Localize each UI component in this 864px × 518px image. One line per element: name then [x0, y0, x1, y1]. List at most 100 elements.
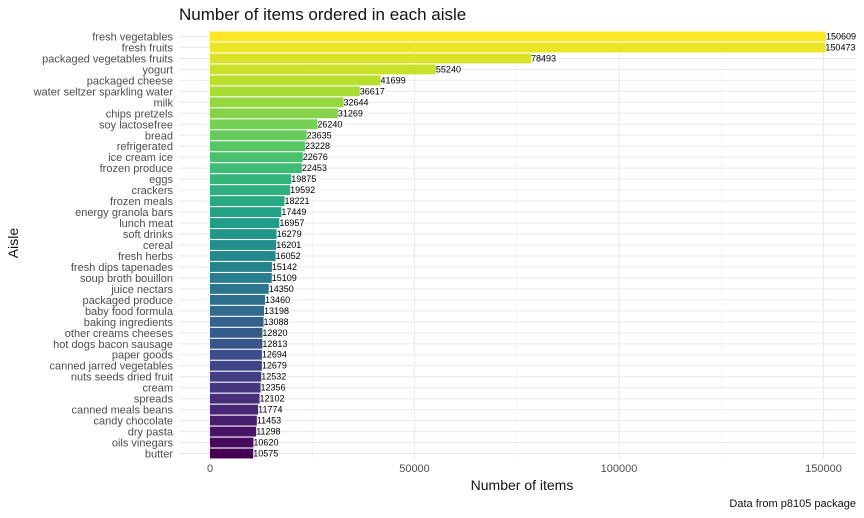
- data-label: 13088: [264, 317, 289, 327]
- bar: [210, 141, 306, 152]
- bar: [210, 251, 276, 261]
- data-label: 23228: [305, 141, 330, 151]
- y-tick-label: paper goods: [112, 350, 174, 362]
- y-tick-label: juice nectars: [110, 284, 173, 296]
- data-label: 32644: [344, 97, 369, 107]
- bar: [210, 163, 302, 174]
- bar: [210, 360, 262, 371]
- y-tick-label: fresh vegetables: [92, 31, 173, 43]
- data-label: 15109: [272, 273, 297, 283]
- y-tick-label: spreads: [134, 394, 174, 406]
- y-tick-label: soft drinks: [123, 229, 174, 241]
- y-tick-label: milk: [153, 97, 173, 109]
- data-label: 10620: [253, 438, 278, 448]
- y-tick-label: fresh herbs: [118, 251, 174, 263]
- data-label: 13198: [264, 306, 289, 316]
- y-tick-label: frozen produce: [100, 163, 173, 175]
- data-label: 15142: [272, 262, 297, 272]
- data-label: 17449: [281, 207, 306, 217]
- bar: [210, 283, 269, 294]
- data-label: 12532: [261, 372, 286, 382]
- bar: [210, 426, 257, 437]
- bar: [210, 305, 264, 316]
- data-label: 19592: [290, 185, 315, 195]
- bar: [210, 75, 381, 86]
- y-tick-label: yogurt: [142, 64, 173, 76]
- data-label: 16052: [276, 251, 301, 261]
- data-label: 12694: [262, 350, 287, 360]
- bar: [210, 53, 532, 64]
- data-label: 12813: [262, 339, 287, 349]
- bar: [210, 42, 826, 53]
- y-tick-label: refrigerated: [117, 141, 173, 153]
- y-tick-label: crackers: [131, 185, 173, 197]
- y-tick-label: canned meals beans: [71, 405, 173, 417]
- bar: [210, 448, 254, 459]
- data-label: 16279: [277, 229, 302, 239]
- data-label: 12102: [259, 394, 284, 404]
- data-label: 12356: [261, 383, 286, 393]
- bar: [210, 437, 254, 448]
- bar: [210, 316, 264, 327]
- data-label: 26240: [317, 119, 342, 129]
- bar: [210, 64, 436, 75]
- y-tick-label: baking ingredients: [84, 317, 174, 329]
- data-label: 13460: [265, 295, 290, 305]
- x-tick-label: 100000: [601, 463, 638, 475]
- data-label: 16201: [276, 240, 301, 250]
- x-tick-label: 50000: [399, 463, 430, 475]
- bar: [210, 415, 257, 426]
- y-tick-label: dry pasta: [128, 427, 174, 439]
- data-label: 150473: [825, 42, 855, 52]
- data-label: 41699: [381, 75, 406, 85]
- y-tick-label: frozen meals: [110, 196, 173, 208]
- y-tick-label: hot dogs bacon sausage: [53, 339, 173, 351]
- bar: [210, 240, 277, 250]
- data-label: 31269: [338, 108, 363, 118]
- bar: [210, 207, 282, 218]
- bar: [210, 218, 280, 228]
- x-axis-label: Number of items: [470, 477, 574, 493]
- data-label: 78493: [531, 53, 556, 63]
- bar: [210, 262, 272, 272]
- bar: [210, 130, 307, 141]
- y-tick-label: packaged vegetables fruits: [42, 53, 173, 65]
- y-tick-label: water seltzer sparkling water: [33, 86, 174, 98]
- y-tick-label: energy granola bars: [75, 207, 173, 219]
- bar: [210, 404, 259, 415]
- bar: [210, 119, 318, 130]
- data-label: 55240: [436, 64, 461, 74]
- data-label: 12679: [262, 361, 287, 371]
- bar: [210, 174, 292, 185]
- bar: [210, 229, 277, 239]
- bar: [210, 185, 291, 196]
- y-tick-label: packaged cheese: [87, 75, 173, 87]
- bar: [210, 97, 344, 108]
- bar: [210, 152, 303, 163]
- y-tick-label: cream: [142, 383, 173, 395]
- bar: [210, 196, 285, 207]
- bar: [210, 349, 262, 360]
- bar: [210, 294, 266, 305]
- y-tick-label: ice cream ice: [108, 152, 173, 164]
- y-tick-label: soy lactosefree: [99, 119, 173, 131]
- y-tick-label: canned jarred vegetables: [49, 361, 173, 373]
- data-label: 36617: [360, 86, 385, 96]
- data-label: 22453: [302, 163, 327, 173]
- y-tick-label: eggs: [149, 174, 173, 186]
- y-tick-label: other creams cheeses: [65, 328, 174, 340]
- x-tick-label: 0: [207, 463, 213, 475]
- bar: [210, 31, 826, 42]
- bar: [210, 371, 262, 382]
- data-label: 11774: [258, 405, 282, 415]
- x-tick-label: 150000: [805, 463, 842, 475]
- bar: [210, 382, 261, 393]
- y-tick-label: lunch meat: [119, 218, 173, 230]
- data-label: 18221: [285, 196, 310, 206]
- chart-caption: Data from p8105 package: [729, 498, 856, 510]
- data-label: 16957: [279, 218, 304, 228]
- chart-title: Number of items ordered in each aisle: [179, 5, 467, 24]
- data-label: 10575: [253, 449, 278, 459]
- data-label: 22676: [303, 152, 328, 162]
